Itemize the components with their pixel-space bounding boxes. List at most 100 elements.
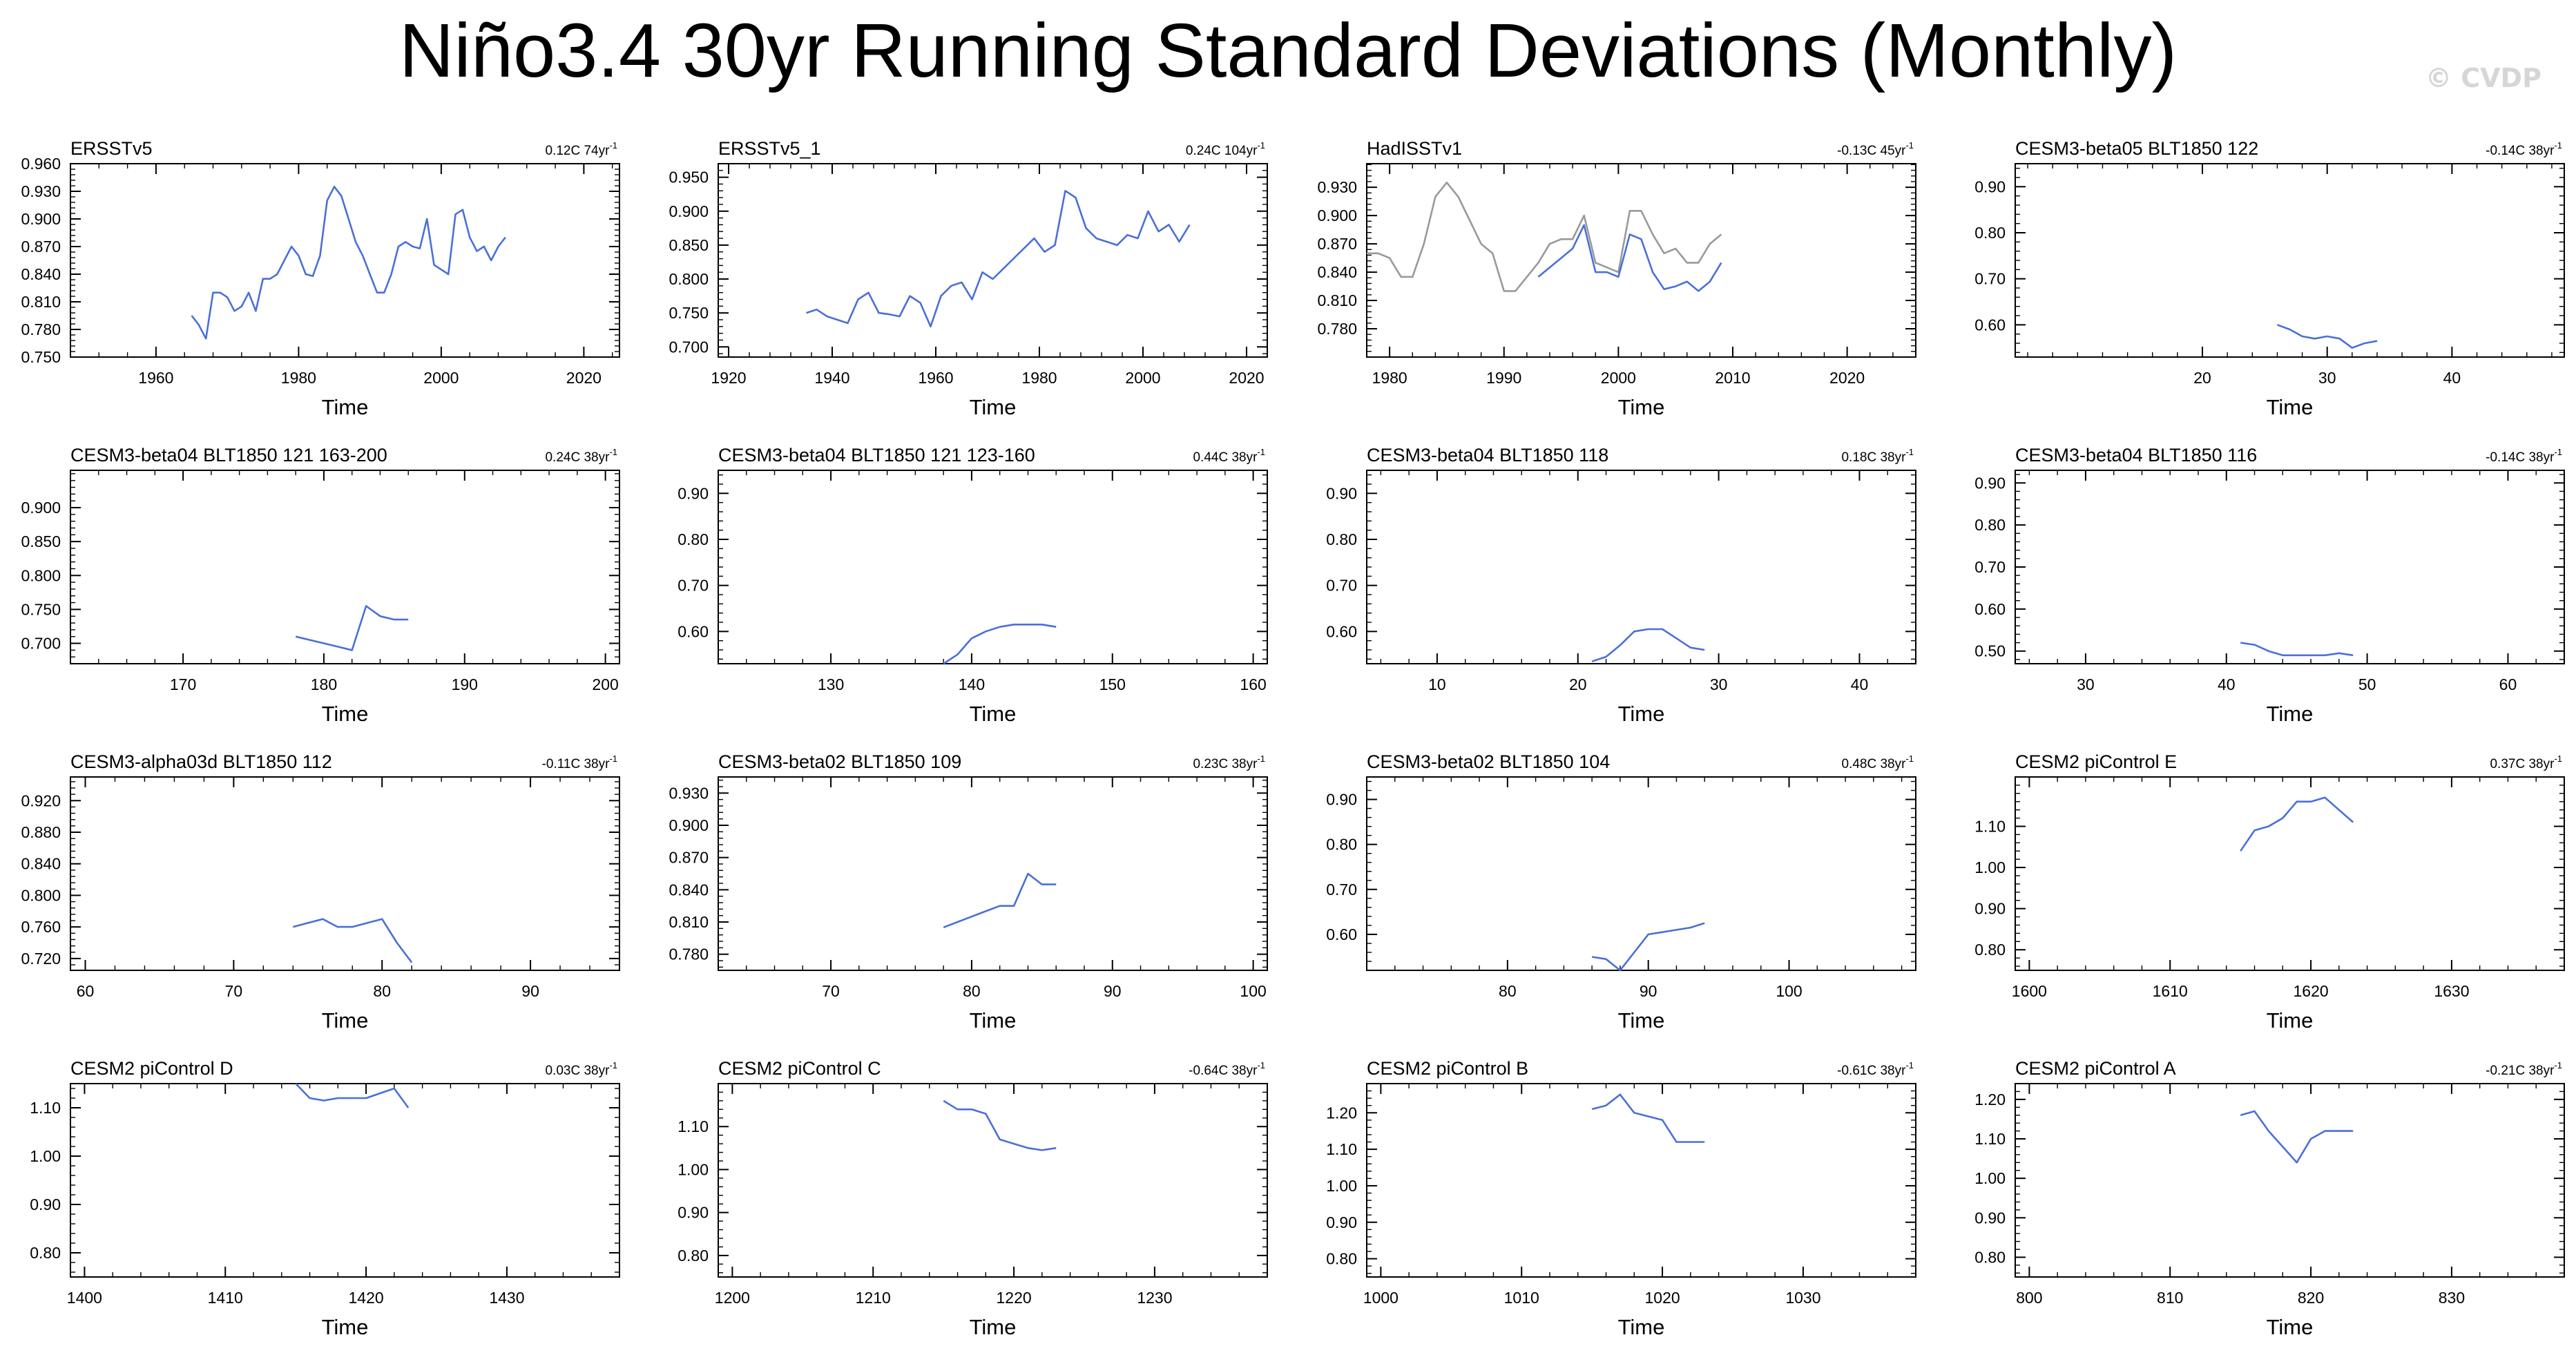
series-line-hadisstv1 [1537,224,1722,292]
plot-frame [2015,1083,2565,1278]
trend-label: 0.37C 38yr-1 [2490,753,2562,771]
x-tick-label: 1610 [2153,982,2188,1000]
y-tick-label: 0.50 [1974,642,2006,660]
trend-label: 0.23C 38yr-1 [1193,753,1265,771]
x-tick-label: 2000 [1125,369,1160,387]
chart-panel-9: 60 70 80 90 0.720 0.760 0.800 0.840 0.880 0.920 CE… [21,751,620,1032]
x-axis-label: Time [2267,395,2314,419]
x-tick-label: 1600 [2012,982,2047,1000]
trend-label: 0.03C 38yr-1 [545,1060,617,1078]
x-tick-label: 1630 [2434,982,2469,1000]
y-tick-label: 0.80 [1974,1248,2006,1266]
series-line-cesm3-beta04-blt1850-116 [2240,642,2354,657]
chart-panel-15: 1000 1010 1020 1030 0.80 0.90 1.00 1.10 1.20 CESM… [1326,1058,1916,1339]
chart-panel-3: 1980 1990 2000 2010 2020 0.780 0.810 0.840 0.870… [1317,138,1916,419]
panel-title: CESM3-beta02 BLT1850 109 [718,751,961,772]
trend-exponent: -1 [1257,140,1265,151]
trend-label: 0.18C 38yr-1 [1841,447,1914,465]
x-axis-label: Time [2267,702,2314,726]
series-line-cesm2-picontrol-e [2240,796,2354,852]
series-line-ersstv5-1 [806,189,1191,328]
x-axis-label: Time [322,702,369,726]
y-tick-label: 0.90 [1974,177,2006,195]
x-tick-label: 200 [592,675,618,693]
y-tick-label: 0.920 [21,791,61,809]
x-axis-label: Time [2267,1008,2314,1032]
x-tick-label: 20 [2193,369,2211,387]
trend-exponent: -1 [1905,753,1914,764]
x-tick-label: 1430 [489,1289,524,1307]
panel-title: CESM3-beta04 BLT1850 121 123-160 [718,445,1035,465]
trend-exponent: -1 [609,1060,617,1070]
panel-title: CESM3-beta02 BLT1850 104 [1367,751,1610,772]
x-tick-label: 40 [2218,675,2236,693]
y-tick-label: 0.840 [21,855,61,873]
y-tick-label: 0.60 [1326,622,1357,640]
trend-exponent: -1 [609,447,617,457]
chart-panel-10: 70 80 90 100 0.780 0.810 0.840 0.870 0.900 0.930 C… [669,751,1268,1032]
y-tick-label: 0.780 [1317,320,1357,338]
y-tick-label: 0.70 [1326,881,1357,899]
x-axis-label: Time [322,1315,369,1339]
x-tick-label: 20 [1569,675,1587,693]
y-tick-label: 0.80 [1326,836,1357,854]
x-tick-label: 1960 [138,369,173,387]
y-tick-label: 0.700 [669,338,709,356]
panel-title: CESM3-alpha03d BLT1850 112 [70,751,332,772]
panel-title: HadISSTv1 [1367,138,1462,159]
x-tick-label: 30 [2318,369,2336,387]
x-tick-label: 30 [1710,675,1728,693]
chart-panel-14: 1200 1210 1220 1230 0.80 0.90 1.00 1.10 CESM2 pi… [677,1058,1268,1339]
x-axis-label: Time [1618,1008,1665,1032]
x-axis-label: Time [970,702,1017,726]
x-tick-label: 30 [2077,675,2095,693]
x-tick-label: 1980 [1021,369,1057,387]
y-tick-label: 0.60 [1326,925,1357,943]
x-tick-label: 40 [2443,369,2461,387]
plot-frame [1366,470,1916,664]
x-tick-label: 2020 [1229,369,1264,387]
chart-panel-11: 80 90 100 0.60 0.70 0.80 0.90 CESM3-beta02 BLT1… [1326,751,1916,1032]
x-tick-label: 2000 [1601,369,1636,387]
plot-frame [70,163,620,358]
series-line-ersstv5 [191,185,506,340]
x-tick-label: 2000 [423,369,459,387]
chart-panel-8: 30 40 50 60 0.50 0.60 0.70 0.80 0.90 CESM3-beta04… [1974,445,2565,726]
x-tick-label: 1420 [348,1289,383,1307]
y-tick-label: 0.80 [677,1247,709,1265]
y-tick-label: 0.810 [1317,291,1357,309]
trend-exponent: -1 [609,140,617,151]
trend-label: 0.12C 74yr-1 [545,140,617,158]
x-axis-label: Time [1618,702,1665,726]
plot-frame [2015,163,2565,358]
y-tick-label: 0.800 [21,886,61,904]
panel-title: ERSSTv5 [70,138,153,159]
series-line-cesm3-beta04-blt1850-121-163-200 [295,605,409,651]
y-tick-label: 0.800 [669,270,709,288]
x-tick-label: 40 [1851,675,1869,693]
plot-frame [718,470,1268,664]
x-tick-label: 1030 [1785,1289,1820,1307]
trend-label: -0.21C 38yr-1 [2486,1060,2562,1078]
y-tick-label: 0.950 [669,169,709,186]
chart-panel-2: 1920 1940 1960 1980 2000 2020 0.700 0.750 0.800 0… [669,138,1268,419]
x-tick-label: 1990 [1486,369,1521,387]
y-tick-label: 0.90 [1974,1209,2006,1227]
x-tick-label: 820 [2298,1289,2324,1307]
y-tick-label: 0.880 [21,823,61,841]
trend-exponent: -1 [2554,1060,2562,1070]
x-tick-label: 2020 [1829,369,1865,387]
x-tick-label: 90 [1640,982,1657,1000]
y-tick-label: 0.850 [21,532,61,550]
y-tick-label: 0.840 [669,881,709,899]
y-tick-label: 0.700 [21,635,61,653]
y-tick-label: 0.810 [21,293,61,311]
plot-frame [718,1083,1268,1278]
x-tick-label: 70 [225,982,243,1000]
y-tick-label: 1.00 [677,1160,709,1178]
x-tick-label: 130 [818,675,844,693]
panel-title: CESM2 piControl C [718,1058,881,1079]
x-tick-label: 90 [521,982,539,1000]
panel-title: CESM3-beta05 BLT1850 122 [2015,138,2258,159]
